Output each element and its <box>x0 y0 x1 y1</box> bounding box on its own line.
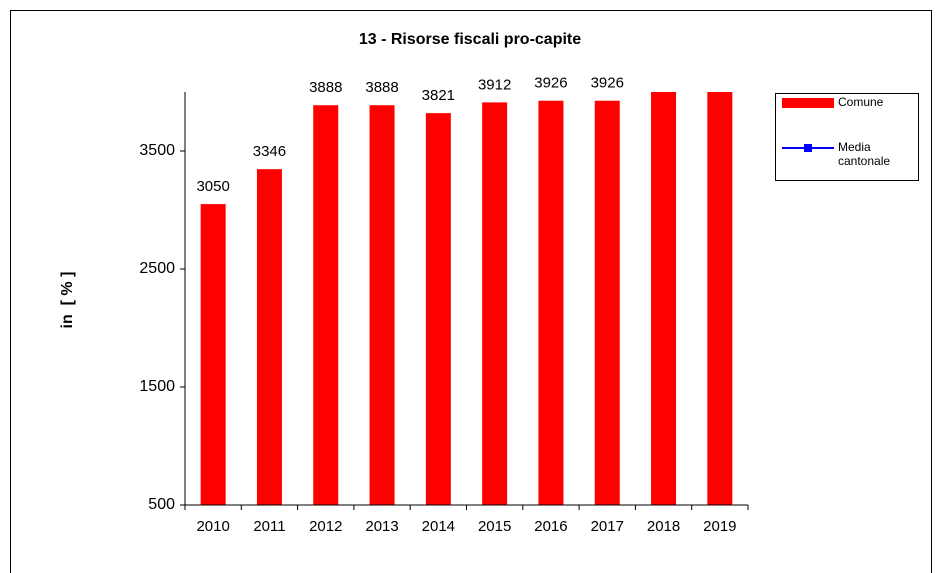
chart-border <box>10 10 932 573</box>
x-tick-label: 2014 <box>422 518 455 535</box>
x-tick-label: 2015 <box>478 518 511 535</box>
data-label: 3926 <box>534 75 567 92</box>
bar <box>369 105 395 505</box>
bar <box>538 100 564 506</box>
data-label: 3888 <box>365 79 398 96</box>
bar <box>707 92 733 505</box>
legend-marker <box>804 144 812 152</box>
legend-swatch <box>782 98 834 108</box>
x-tick-label: 2013 <box>365 518 398 535</box>
bar <box>482 102 508 505</box>
x-tick-label: 2019 <box>703 518 736 535</box>
chart-title: 13 - Risorse fiscali pro-capite <box>359 31 581 48</box>
bar <box>425 113 451 505</box>
bar <box>594 100 620 506</box>
data-label: 3346 <box>253 143 286 160</box>
x-tick-label: 2012 <box>309 518 342 535</box>
data-label: 3821 <box>422 87 455 104</box>
x-tick-label: 2017 <box>591 518 624 535</box>
x-tick-label: 2018 <box>647 518 680 535</box>
y-axis-label: in [ % ] <box>59 272 76 329</box>
x-tick-label: 2011 <box>253 518 285 535</box>
x-tick-label: 2016 <box>534 518 567 535</box>
bar <box>200 204 226 505</box>
data-label: 3926 <box>591 75 624 92</box>
plot-area <box>200 92 733 506</box>
bar <box>256 169 282 505</box>
data-label: 3912 <box>478 76 511 93</box>
data-label: 3050 <box>196 178 229 195</box>
legend-label: Comune <box>838 95 884 109</box>
legend-label: Media cantonale <box>838 140 890 168</box>
bar <box>313 105 339 505</box>
data-label: 3888 <box>309 79 342 96</box>
y-tick-label: 2500 <box>139 260 175 277</box>
y-tick-label: 3500 <box>139 142 175 159</box>
x-tick-label: 2010 <box>196 518 229 535</box>
y-tick-label: 1500 <box>139 378 175 395</box>
y-tick-label: 500 <box>148 496 175 513</box>
bar <box>651 92 677 505</box>
